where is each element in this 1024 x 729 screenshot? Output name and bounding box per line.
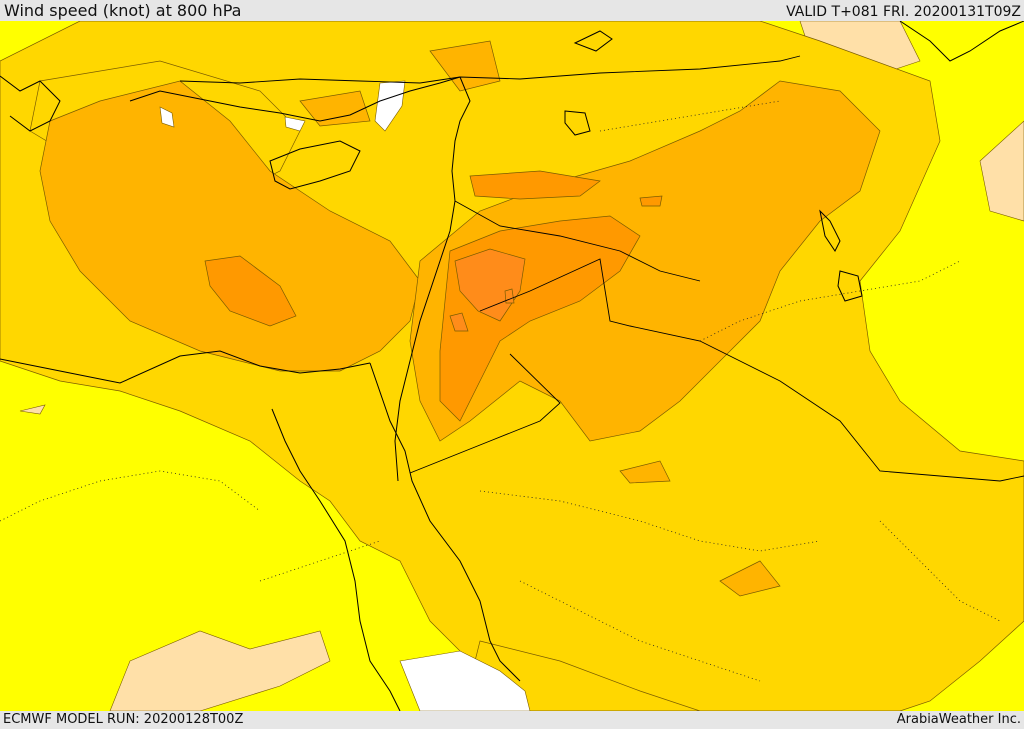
very-strong-wind-core [449,248,526,332]
header-bar: Wind speed (knot) at 800 hPa VALID T+081… [0,0,1024,21]
map-title: Wind speed (knot) at 800 hPa [4,1,242,20]
calm-wind-areas [159,80,531,711]
model-run-label: ECMWF MODEL RUN: 20200128T00Z [3,712,244,727]
credit-label: ArabiaWeather Inc. [896,712,1021,727]
fresh-wind-region [39,40,881,597]
valid-time-label: VALID T+081 FRI. 20200131T09Z [786,4,1021,20]
coastlines [0,21,1024,711]
internal-boundaries [0,100,1001,682]
wind-speed-map[interactable] [0,21,1024,711]
map-canvas [0,21,1024,711]
footer-bar: ECMWF MODEL RUN: 20200128T00Z ArabiaWeat… [0,711,1024,729]
